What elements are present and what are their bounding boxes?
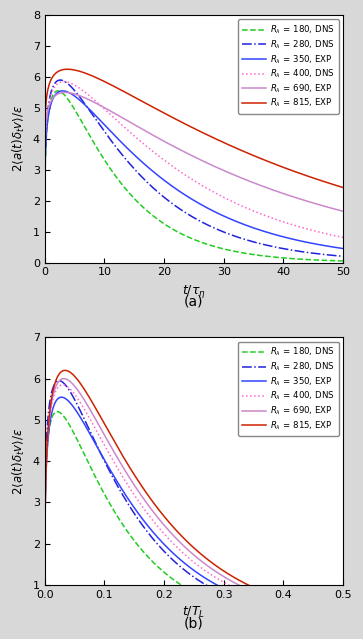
X-axis label: $t/\tau_\eta$: $t/\tau_\eta$ — [182, 283, 206, 300]
Legend: $R_\lambda$ = 180, DNS, $R_\lambda$ = 280, DNS, $R_\lambda$ = 350, EXP, $R_\lamb: $R_\lambda$ = 180, DNS, $R_\lambda$ = 28… — [238, 342, 339, 436]
Y-axis label: $2\langle a(t)\delta_t v\rangle/\varepsilon$: $2\langle a(t)\delta_t v\rangle/\varepsi… — [11, 105, 27, 173]
Legend: $R_\lambda$ = 180, DNS, $R_\lambda$ = 280, DNS, $R_\lambda$ = 350, EXP, $R_\lamb: $R_\lambda$ = 180, DNS, $R_\lambda$ = 28… — [238, 19, 339, 114]
Text: (a): (a) — [184, 295, 204, 309]
X-axis label: $t/T_L$: $t/T_L$ — [182, 605, 205, 620]
Y-axis label: $2\langle a(t)\delta_t v\rangle/\varepsilon$: $2\langle a(t)\delta_t v\rangle/\varepsi… — [11, 427, 27, 495]
Text: (b): (b) — [184, 617, 204, 631]
